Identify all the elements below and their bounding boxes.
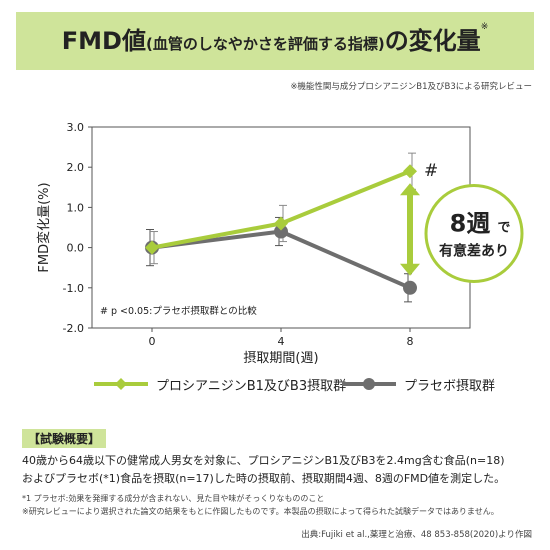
- series-lines: [145, 164, 417, 295]
- legend-swatch-treatment: [94, 378, 148, 390]
- summary-line: およびプラセボ(*1)食品を摂取(n=17)した時の摂取前、摂取期間4週、8週の…: [22, 472, 506, 485]
- legend-label-placebo: プラセボ摂取群: [404, 378, 496, 394]
- title-main: FMD値: [61, 27, 146, 55]
- legend-swatch-placebo: [342, 378, 396, 390]
- placebo-note: *1 プラセボ:効果を発揮する成分が含まれない、見た目や味がそっくりなもののこと: [22, 494, 325, 503]
- title-banner: FMD値(血管のしなやかさを評価する指標)の変化量※: [16, 12, 534, 70]
- legend-item-placebo: プラセボ摂取群: [340, 372, 495, 396]
- chart-title: FMD値(血管のしなやかさを評価する指標)の変化量※: [16, 12, 534, 70]
- y-axis-label: FMD変化量(%): [36, 182, 52, 272]
- title-suffix: の変化量: [384, 27, 481, 55]
- summary-body: 40歳から64歳以下の健常成人男女を対象に、プロシアニジンB1及びB3を2.4m…: [22, 452, 532, 488]
- data-point-treatment: [403, 164, 417, 179]
- badge-circle: [424, 184, 524, 284]
- legend-item-treatment: プロシアニジンB1及びB3摂取群: [92, 372, 346, 396]
- difference-arrow-head-down: [400, 263, 420, 276]
- data-point-treatment: [145, 240, 159, 255]
- y-tick-label: 1.0: [67, 201, 85, 214]
- difference-arrow-head-up: [400, 183, 420, 196]
- source-note: ※機能性関与成分プロシアニジンB1及びB3による研究レビュー: [290, 82, 532, 92]
- review-note: ※研究レビューにより選択された論文の結果をもとに作図したものです。本製品の摂取に…: [22, 507, 499, 516]
- chart-footnote: # p <0.05:プラセボ摂取群との比較: [100, 305, 257, 317]
- study-summary: 【試験概要】 40歳から64歳以下の健常成人男女を対象に、プロシアニジンB1及び…: [22, 428, 532, 518]
- title-mark: ※: [480, 22, 489, 32]
- summary-notes: *1 プラセボ:効果を発揮する成分が含まれない、見た目や味がそっくりなもののこと…: [22, 492, 532, 518]
- data-point-placebo: [403, 280, 417, 295]
- significance-mark: #: [424, 161, 438, 181]
- citation: 出典:Fujiki et al.,薬理と治療、48 853-858(2020)よ…: [301, 530, 532, 540]
- data-point-placebo: [274, 224, 288, 239]
- y-tick-label: -2.0: [63, 322, 84, 335]
- axes: 3.0 2.0 1.0 0.0 -1.0 -2.0 0 4 8: [63, 121, 471, 348]
- data-point-treatment: [274, 216, 288, 231]
- y-tick-label: -1.0: [63, 282, 84, 295]
- legend-label-treatment: プロシアニジンB1及びB3摂取群: [156, 378, 347, 394]
- y-tick-label: 0.0: [67, 242, 85, 255]
- summary-line: 40歳から64歳以下の健常成人男女を対象に、プロシアニジンB1及びB3を2.4m…: [22, 454, 505, 467]
- badge-weeks: 8週: [450, 210, 491, 238]
- summary-heading: 【試験概要】: [22, 429, 107, 448]
- y-tick-label: 2.0: [67, 161, 85, 174]
- x-tick-label: 4: [278, 335, 285, 348]
- x-axis-label: 摂取期間(週): [243, 350, 318, 366]
- badge-particle: で: [497, 221, 510, 236]
- legend: プロシアニジンB1及びB3摂取群 プラセボ摂取群: [0, 372, 550, 396]
- x-tick-label: 8: [407, 335, 414, 348]
- badge-significance: 有意差あり: [439, 243, 509, 260]
- x-tick-label: 0: [149, 335, 156, 348]
- y-tick-label: 3.0: [67, 121, 85, 134]
- title-subtitle: (血管のしなやかさを評価する指標): [145, 35, 385, 53]
